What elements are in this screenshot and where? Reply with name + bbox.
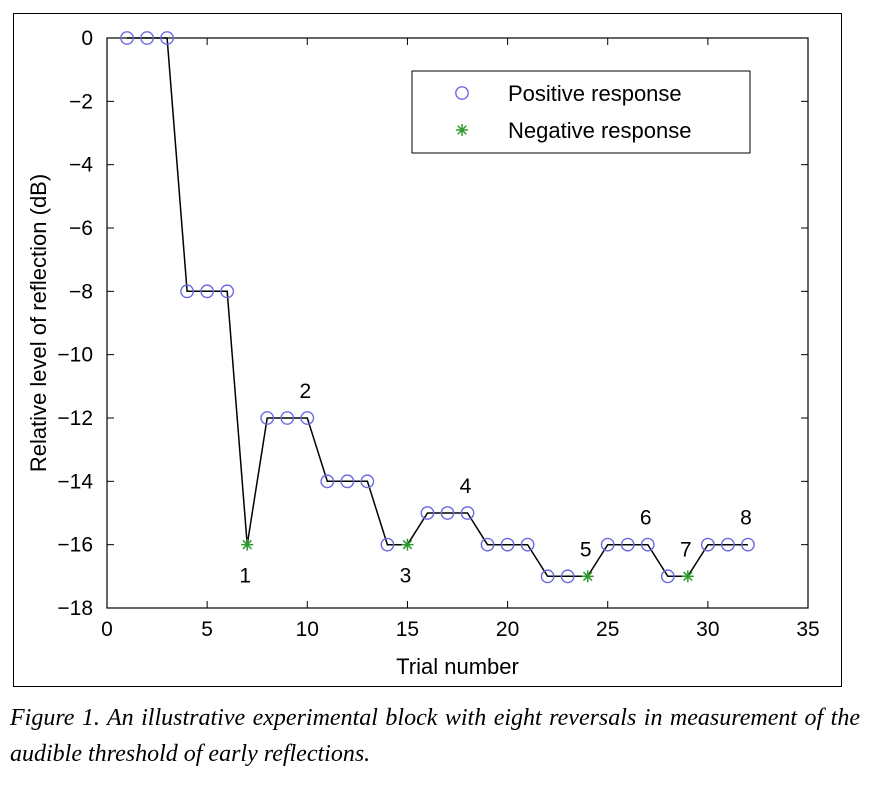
x-tick-label: 15	[396, 618, 419, 641]
tick-labels: 0 5 10 15 20 25 30 350−2−4−6−8−10−12−14−16−18	[57, 27, 819, 641]
asterisk-stroke	[457, 125, 467, 135]
positive-response-marker	[560, 569, 575, 584]
reversal-label: 4	[460, 475, 472, 498]
asterisk-stroke	[683, 571, 693, 582]
asterisk-stroke	[402, 539, 413, 550]
positive-response-marker	[360, 474, 375, 489]
positive-response-marker	[260, 411, 275, 425]
data-markers	[120, 31, 755, 584]
y-tick-label: −12	[57, 407, 93, 430]
positive-response-marker	[140, 31, 154, 45]
positive-response-marker	[720, 537, 735, 552]
positive-response-marker	[200, 284, 215, 299]
y-tick-label: −2	[69, 90, 93, 113]
positive-response-marker	[500, 537, 515, 552]
reversal-label: 2	[299, 380, 311, 403]
positive-response-marker	[180, 284, 195, 299]
positive-response-marker	[320, 474, 335, 489]
positive-response-marker	[120, 31, 134, 45]
positive-response-marker	[700, 537, 715, 552]
legend-marker-positive	[455, 86, 469, 100]
reversal-annotations: 1 2 3 4 5 6 7 8	[239, 380, 751, 588]
reversal-label: 5	[580, 538, 592, 561]
legend-entry-label: Negative response	[508, 118, 691, 143]
positive-response-marker	[340, 474, 355, 489]
legend-box	[411, 70, 751, 154]
x-axis-title: Trial number	[396, 654, 519, 679]
positive-response-marker	[620, 537, 635, 552]
y-tick-label: −4	[69, 154, 93, 177]
reversal-label: 1	[239, 565, 251, 588]
y-tick-label: −14	[57, 470, 93, 493]
legend: Positive response Negative response	[411, 70, 751, 154]
plot-area-box	[106, 37, 809, 609]
positive-response-marker	[160, 31, 174, 45]
y-tick-label: 0	[81, 27, 93, 50]
positive-response-marker	[220, 284, 235, 299]
positive-response-marker	[480, 537, 495, 552]
reversal-label: 3	[400, 565, 412, 588]
x-tick-label: 20	[496, 618, 519, 641]
positive-response-marker	[640, 537, 655, 552]
positive-response-marker	[600, 537, 615, 552]
legend-marker-negative	[456, 124, 468, 136]
plot-axes	[106, 37, 809, 609]
positive-response-marker	[440, 506, 455, 520]
negative-response-marker	[681, 570, 694, 583]
negative-response-marker	[581, 570, 594, 583]
positive-response-marker	[741, 537, 755, 552]
x-tick-label: 25	[596, 618, 619, 641]
series-line	[127, 37, 748, 578]
chart: 0 5 10 15 20 25 30 350−2−4−6−8−10−12−14−16−18 1…	[26, 27, 820, 679]
negative-response-marker	[241, 538, 254, 551]
x-tick-label: 5	[201, 618, 213, 641]
x-tick-label: 35	[796, 618, 819, 641]
y-axis-title: Relative level of reflection (dB)	[26, 174, 51, 472]
response-line	[127, 37, 748, 578]
positive-response-marker	[540, 569, 555, 584]
positive-response-marker	[280, 411, 295, 425]
x-tick-label: 30	[696, 618, 719, 641]
positive-response-marker	[460, 506, 475, 520]
positive-response-marker	[300, 411, 315, 425]
positive-response-marker	[520, 537, 535, 552]
positive-response-marker	[660, 569, 675, 584]
positive-response-marker	[420, 506, 435, 520]
asterisk-stroke	[582, 571, 593, 582]
y-tick-label: −8	[69, 280, 93, 303]
x-tick-label: 0	[101, 618, 113, 641]
y-tick-label: −6	[69, 217, 93, 240]
reversal-label: 8	[740, 507, 752, 530]
reversal-label: 7	[680, 538, 692, 561]
y-tick-label: −10	[57, 344, 93, 367]
y-tick-label: −16	[57, 534, 93, 557]
reversal-label: 6	[640, 507, 652, 530]
x-tick-label: 10	[296, 618, 319, 641]
positive-response-marker	[380, 537, 395, 552]
figure-caption: Figure 1. An illustrative experimental b…	[10, 705, 860, 767]
y-tick-label: −18	[57, 597, 93, 620]
legend-entry-label: Positive response	[508, 81, 682, 106]
negative-response-marker	[401, 538, 414, 551]
asterisk-stroke	[242, 539, 252, 550]
